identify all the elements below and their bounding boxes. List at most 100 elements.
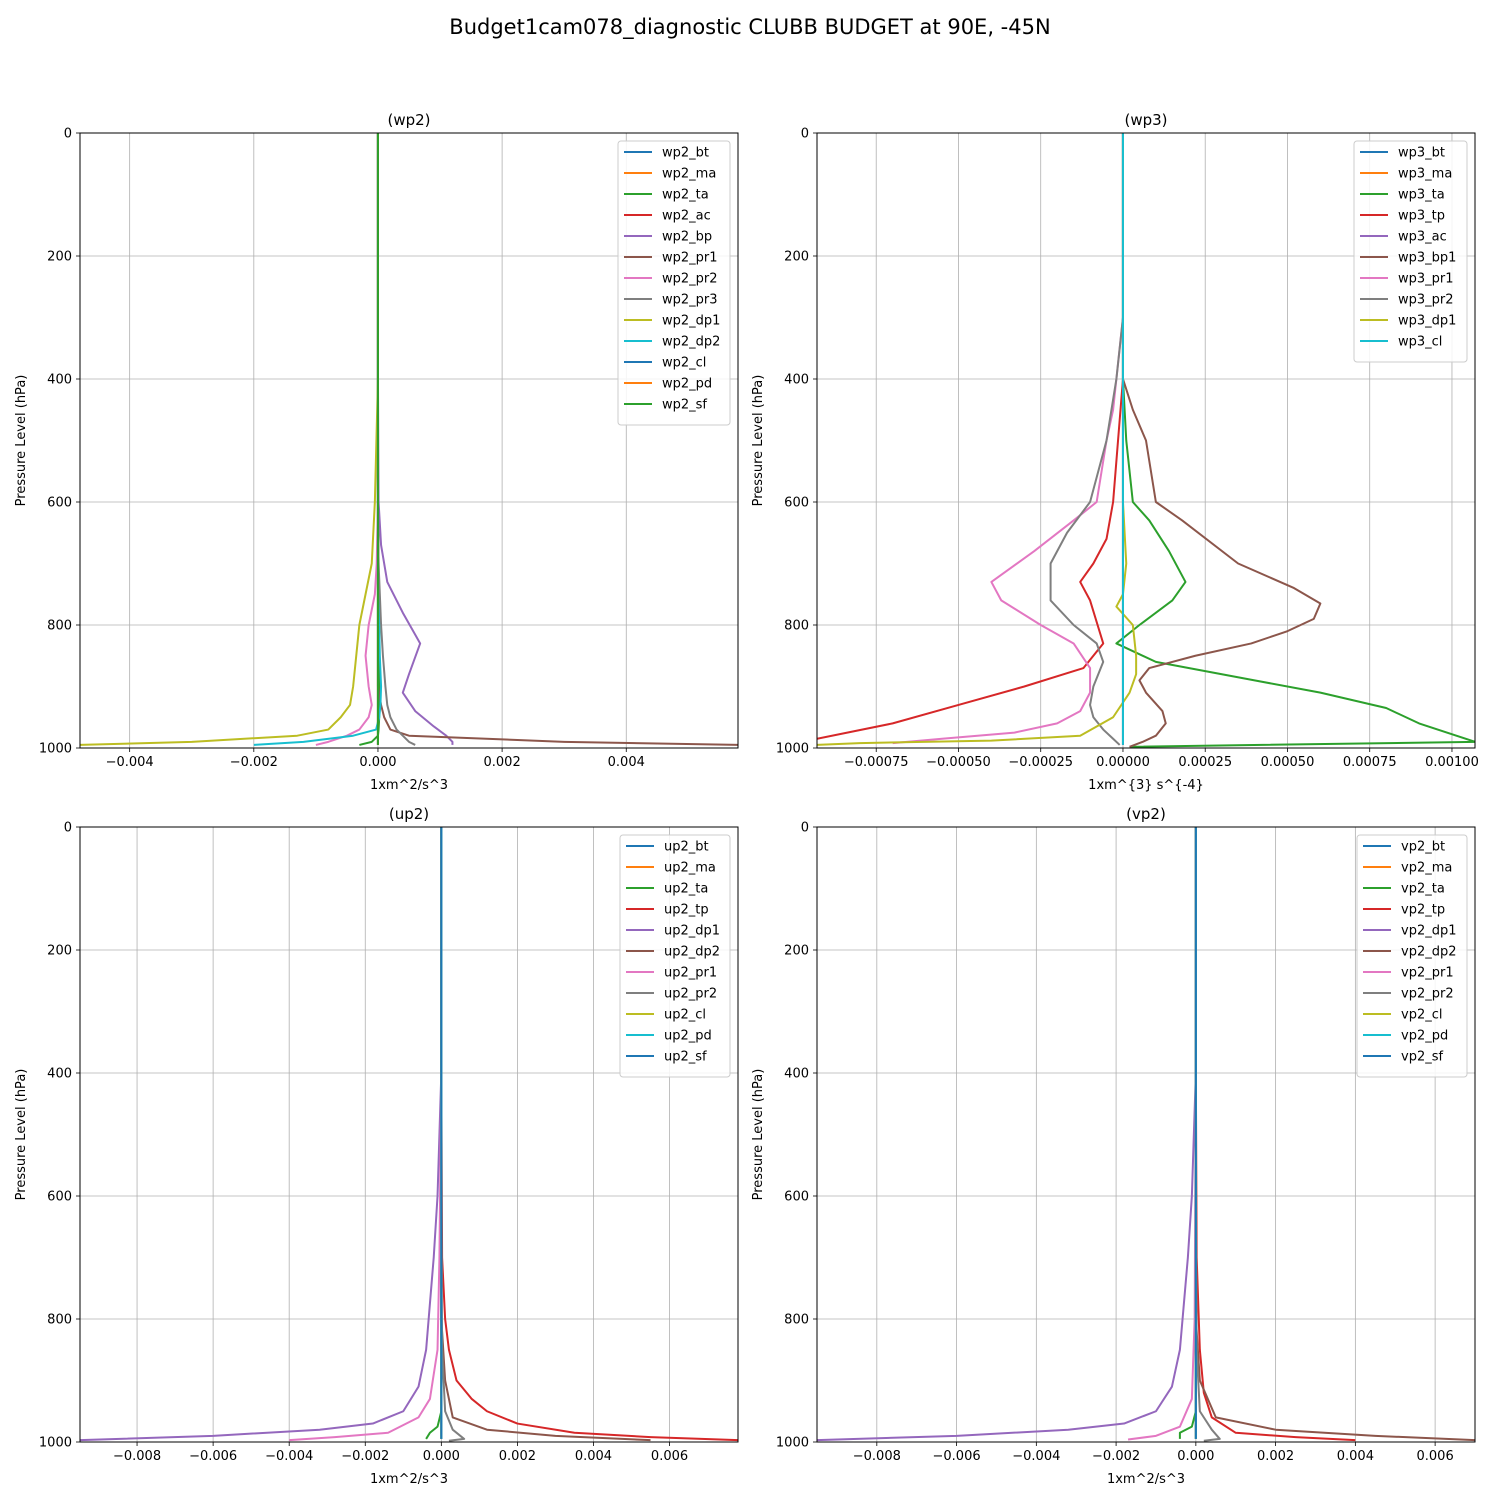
y-axis-label: Pressure Level (hPa): [14, 1069, 29, 1201]
x-tick-label: −0.00075: [844, 755, 909, 770]
legend-label: up2_sf: [664, 1050, 707, 1065]
subplot-3: −0.008 −0.006 −0.004 −0.002 0.000 0.002 0.004 0…: [751, 805, 1476, 1487]
x-tick-label: 0.006: [651, 1449, 688, 1464]
series-line-wp3_tp: [817, 133, 1124, 740]
legend-label: wp2_dp2: [662, 335, 720, 350]
legend-label: wp2_pr2: [662, 272, 718, 287]
x-tick-label: 0.004: [1337, 1449, 1374, 1464]
legend-label: vp2_pr2: [1401, 987, 1454, 1002]
legend-label: wp2_sf: [662, 398, 707, 413]
y-tick-label: 600: [47, 496, 72, 511]
x-tick-label: 0.000: [1177, 1449, 1214, 1464]
legend-label: wp3_bp1: [1398, 251, 1456, 266]
y-tick-label: 1000: [39, 1436, 72, 1451]
series-line-vp2_pr1: [1127, 827, 1197, 1441]
x-tick-label: −0.004: [1012, 1449, 1060, 1464]
legend-label: up2_ta: [664, 882, 708, 897]
x-tick-label: 0.00025: [1178, 755, 1232, 770]
legend-label: vp2_tp: [1401, 903, 1445, 918]
legend: up2_bt up2_ma up2_ta up2_tp up2_dp1 up2_dp2up…: [619, 834, 731, 1078]
y-tick-label: 0: [64, 127, 72, 142]
x-tick-label: 0.00100: [1425, 755, 1479, 770]
x-tick-label: −0.002: [341, 1449, 389, 1464]
series-line-vp2_dp1: [817, 827, 1197, 1442]
x-tick-label: 0.006: [1417, 1449, 1454, 1464]
legend-label: up2_cl: [664, 1008, 706, 1023]
x-tick-label: 0.002: [499, 1449, 536, 1464]
legend-label: up2_dp2: [664, 945, 720, 960]
legend-label: vp2_cl: [1401, 1008, 1442, 1023]
legend: wp3_bt wp3_ma wp3_ta wp3_tp wp3_ac wp3_bp1 wp3…: [1353, 140, 1468, 363]
legend-label: wp3_pr1: [1398, 272, 1454, 287]
legend-label: up2_ma: [664, 861, 716, 876]
legend-label: vp2_pd: [1401, 1029, 1448, 1044]
y-tick-label: 800: [784, 1313, 809, 1328]
legend-label: wp3_dp1: [1398, 314, 1456, 329]
series-line-up2_dp1: [80, 827, 443, 1442]
series-line-wp3_dp1: [817, 133, 1138, 746]
x-tick-label: 0.002: [1257, 1449, 1294, 1464]
legend-label: vp2_ta: [1401, 882, 1445, 897]
x-tick-label: −0.008: [853, 1449, 901, 1464]
x-tick-label: 0.002: [484, 755, 521, 770]
y-tick-label: 0: [801, 127, 809, 142]
legend-label: wp3_tp: [1398, 209, 1445, 224]
subplot-0: −0.004 −0.002 0.000 0.002 0.004 0 200 400 600 800…: [14, 111, 739, 793]
legend-label: wp3_ac: [1398, 230, 1447, 245]
subplot-2: −0.008 −0.006 −0.004 −0.002 0.000 0.002 0.004 0…: [14, 805, 739, 1487]
subplot-title: (up2): [389, 805, 429, 823]
y-axis-label: Pressure Level (hPa): [14, 375, 29, 507]
series-group: [817, 133, 1475, 748]
legend-label: wp2_ma: [662, 167, 716, 182]
x-axis-label: 1xm^2/s^3: [370, 1472, 448, 1487]
x-axis-label: 1xm^2/s^3: [1107, 1472, 1185, 1487]
legend-box: [619, 834, 731, 1078]
y-tick-label: 1000: [776, 1436, 809, 1451]
axes-frame: [816, 132, 1476, 749]
y-tick-label: 400: [47, 373, 72, 388]
legend-label: wp3_ta: [1398, 188, 1445, 203]
y-tick-label: 400: [784, 373, 809, 388]
y-tick-label: 800: [784, 619, 809, 634]
legend-label: wp2_dp1: [662, 314, 720, 329]
series-line-wp2_dp1: [80, 133, 379, 746]
legend-label: wp3_cl: [1398, 335, 1442, 350]
y-tick-label: 0: [64, 821, 72, 836]
subplot-title: (vp2): [1126, 805, 1166, 823]
series-line-wp3_pr2: [1049, 133, 1124, 746]
legend-label: wp3_bt: [1398, 146, 1445, 161]
legend-label: wp2_bp: [662, 230, 712, 245]
x-tick-label: −0.002: [230, 755, 278, 770]
legend-label: wp2_pr1: [662, 251, 718, 266]
legend-label: wp2_cl: [662, 356, 706, 371]
series-line-wp2_pr2: [315, 133, 379, 746]
y-tick-label: 600: [784, 496, 809, 511]
legend-label: wp2_ac: [662, 209, 711, 224]
series-group: [80, 827, 738, 1442]
subplot-1: −0.00075 −0.00050 −0.00025 0.00000 0.00025 0.…: [751, 111, 1479, 793]
legend-label: up2_pd: [664, 1029, 712, 1044]
x-tick-label: −0.006: [189, 1449, 237, 1464]
axes-frame: [79, 826, 739, 1443]
series-line-wp2_dp2: [253, 133, 383, 746]
x-tick-label: 0.00075: [1343, 755, 1397, 770]
legend: wp2_bt wp2_ma wp2_ta wp2_ac wp2_bp wp2_pr1 wp2…: [617, 140, 731, 426]
axes-frame: [816, 826, 1476, 1443]
x-tick-label: 0.00000: [1096, 755, 1150, 770]
x-tick-label: 0.00050: [1261, 755, 1315, 770]
x-tick-label: −0.004: [106, 755, 154, 770]
legend-label: wp3_ma: [1398, 167, 1452, 182]
series-line-wp2_bp: [376, 133, 454, 745]
legend-label: wp2_pr3: [662, 293, 718, 308]
subplot-title: (wp2): [387, 111, 430, 129]
legend-label: vp2_pr1: [1401, 966, 1454, 981]
x-tick-label: −0.00050: [926, 755, 991, 770]
y-tick-label: 400: [47, 1067, 72, 1082]
legend-label: vp2_dp1: [1401, 924, 1457, 939]
legend-label: vp2_dp2: [1401, 945, 1457, 960]
axes-frame: [79, 132, 739, 749]
x-tick-label: 0.004: [575, 1449, 612, 1464]
legend-box: [617, 140, 731, 426]
x-tick-label: 0.000: [359, 755, 396, 770]
